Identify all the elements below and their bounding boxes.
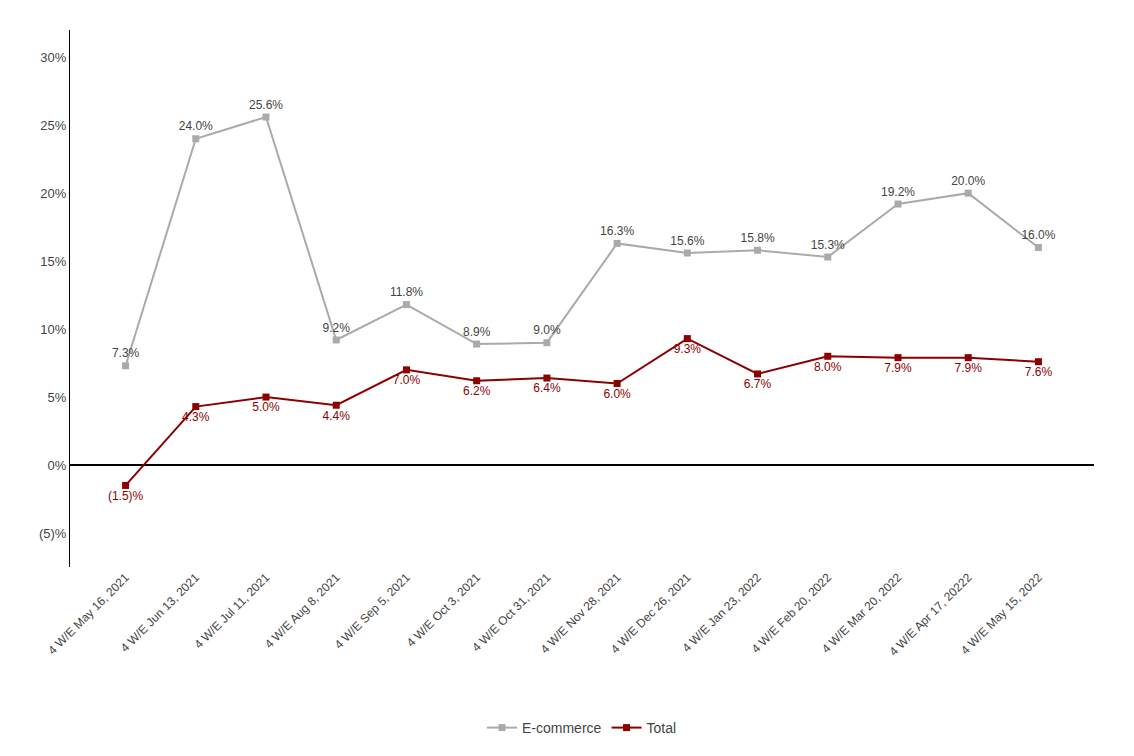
svg-text:6.2%: 6.2% xyxy=(463,384,491,398)
svg-text:9.0%: 9.0% xyxy=(533,323,561,337)
svg-text:4 W/E Jan 23, 2022: 4 W/E Jan 23, 2022 xyxy=(679,570,764,655)
svg-text:0%: 0% xyxy=(48,458,67,473)
svg-text:10%: 10% xyxy=(40,322,66,337)
svg-text:30%: 30% xyxy=(40,50,66,65)
svg-text:4 W/E Apr 17, 20222: 4 W/E Apr 17, 20222 xyxy=(886,570,974,658)
svg-text:25%: 25% xyxy=(40,118,66,133)
svg-text:9.3%: 9.3% xyxy=(674,342,702,356)
svg-text:15.8%: 15.8% xyxy=(741,231,775,245)
svg-text:Total: Total xyxy=(647,720,677,736)
svg-text:20%: 20% xyxy=(40,186,66,201)
svg-text:4 W/E Sep 5, 2021: 4 W/E Sep 5, 2021 xyxy=(332,570,413,651)
svg-text:4.3%: 4.3% xyxy=(182,410,210,424)
svg-text:15.3%: 15.3% xyxy=(811,238,845,252)
svg-text:4 W/E Jun 13, 2021: 4 W/E Jun 13, 2021 xyxy=(118,570,203,655)
svg-text:15.6%: 15.6% xyxy=(670,234,704,248)
svg-text:16.3%: 16.3% xyxy=(600,224,634,238)
svg-text:11.8%: 11.8% xyxy=(390,285,423,299)
svg-text:(5)%: (5)% xyxy=(39,526,67,541)
svg-text:7.6%: 7.6% xyxy=(1025,365,1053,379)
svg-text:4 W/E Dec 26, 2021: 4 W/E Dec 26, 2021 xyxy=(608,570,694,656)
svg-text:4 W/E Feb 20, 2022: 4 W/E Feb 20, 2022 xyxy=(749,570,835,656)
svg-text:7.0%: 7.0% xyxy=(393,373,421,387)
svg-text:4 W/E Oct 31, 2021: 4 W/E Oct 31, 2021 xyxy=(469,570,553,654)
svg-text:4 W/E Mar 20, 2022: 4 W/E Mar 20, 2022 xyxy=(819,570,905,656)
svg-text:6.4%: 6.4% xyxy=(533,381,561,395)
svg-text:16.0%: 16.0% xyxy=(1021,228,1055,242)
svg-text:5.0%: 5.0% xyxy=(252,400,280,414)
svg-text:6.7%: 6.7% xyxy=(744,377,772,391)
svg-text:4 W/E May 15, 2022: 4 W/E May 15, 2022 xyxy=(958,570,1045,657)
svg-text:4.4%: 4.4% xyxy=(323,409,351,423)
svg-text:19.2%: 19.2% xyxy=(881,185,915,199)
svg-text:15%: 15% xyxy=(40,254,66,269)
svg-text:4 W/E Jul 11, 2021: 4 W/E Jul 11, 2021 xyxy=(191,570,272,651)
svg-text:7.9%: 7.9% xyxy=(955,361,983,375)
svg-text:4 W/E Aug 8, 2021: 4 W/E Aug 8, 2021 xyxy=(262,570,343,651)
svg-text:24.0%: 24.0% xyxy=(179,119,213,133)
svg-text:6.0%: 6.0% xyxy=(603,387,631,401)
svg-text:(1.5)%: (1.5)% xyxy=(108,489,144,503)
svg-text:7.9%: 7.9% xyxy=(884,361,912,375)
svg-text:25.6%: 25.6% xyxy=(249,98,283,112)
svg-text:20.0%: 20.0% xyxy=(951,174,985,188)
svg-text:E-commerce: E-commerce xyxy=(522,720,602,736)
svg-text:5%: 5% xyxy=(48,390,67,405)
svg-text:4 W/E Nov 28, 2021: 4 W/E Nov 28, 2021 xyxy=(538,570,624,656)
svg-text:7.3%: 7.3% xyxy=(112,346,140,360)
svg-text:9.2%: 9.2% xyxy=(323,321,351,335)
svg-text:8.9%: 8.9% xyxy=(463,325,491,339)
svg-text:4 W/E May 16, 2021: 4 W/E May 16, 2021 xyxy=(45,570,132,657)
svg-text:4 W/E Oct 3, 2021: 4 W/E Oct 3, 2021 xyxy=(404,570,483,649)
svg-text:8.0%: 8.0% xyxy=(814,360,842,374)
